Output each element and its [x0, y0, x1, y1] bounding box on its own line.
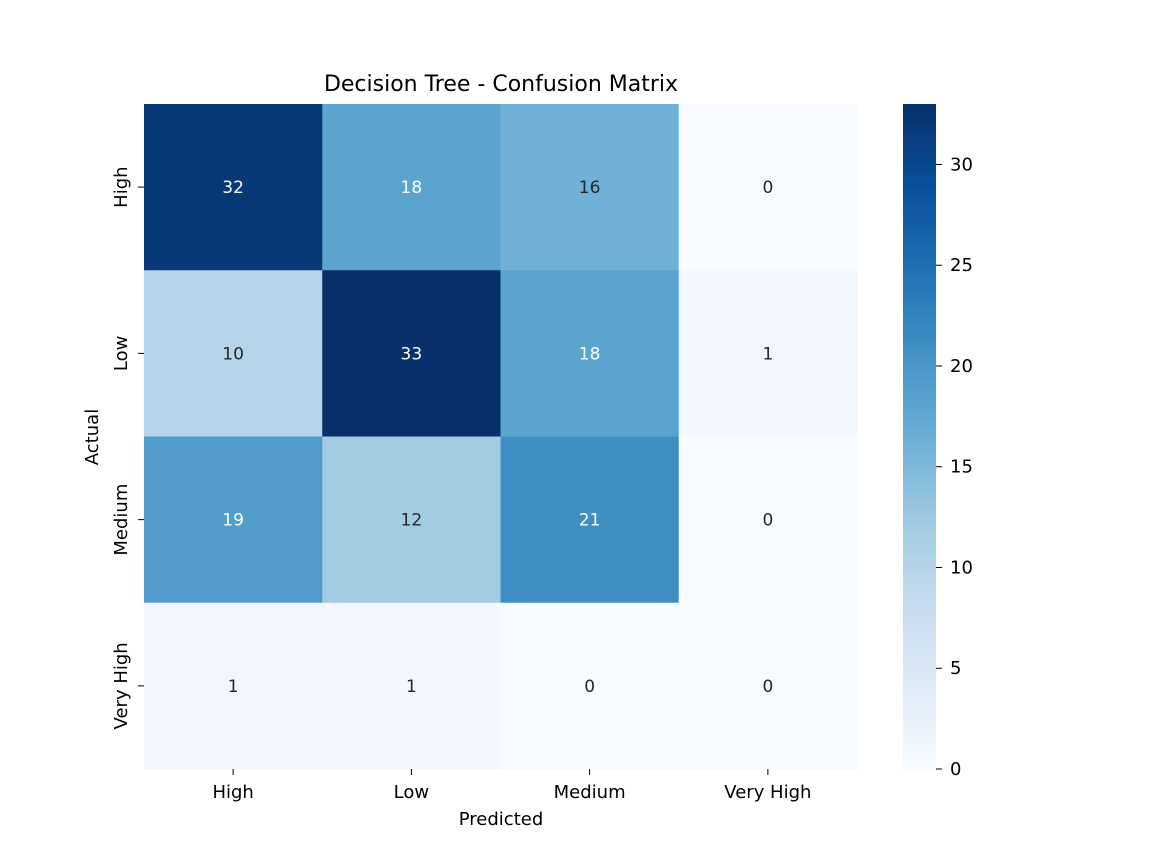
- colorbar-tick-label: 30: [950, 154, 973, 175]
- x-tick-label: Medium: [554, 782, 626, 803]
- chart-title: Decision Tree - Confusion Matrix: [324, 72, 678, 97]
- colorbar-tick-label: 0: [950, 759, 961, 780]
- heatmap-cell: [678, 104, 858, 271]
- heatmap-cell: [678, 602, 858, 770]
- y-tick-label: Low: [111, 336, 132, 371]
- y-tick-label: High: [111, 166, 132, 207]
- colorbar-tick-label: 20: [950, 356, 973, 377]
- cell-value-label: 10: [222, 344, 244, 364]
- cell-value-label: 0: [584, 677, 595, 697]
- cell-value-label: 33: [401, 344, 423, 364]
- heatmap-cell: [678, 436, 858, 604]
- y-tick-label: Very High: [111, 642, 132, 729]
- colorbar-tick-label: 25: [950, 255, 973, 276]
- cell-value-label: 0: [762, 178, 773, 198]
- heatmap-cell: [144, 602, 323, 770]
- cell-value-label: 1: [406, 677, 417, 697]
- heatmap-cell: [322, 104, 501, 271]
- cell-value-label: 19: [222, 511, 244, 531]
- x-tick-label: Low: [394, 782, 429, 803]
- x-axis-label: Predicted: [459, 809, 544, 830]
- heatmap-cell: [678, 270, 858, 437]
- y-axis-label: Actual: [82, 409, 103, 465]
- cell-value-label: 16: [579, 178, 601, 198]
- heatmap-cell: [500, 602, 680, 770]
- heatmap-cell: [144, 270, 323, 437]
- y-tick-label: Medium: [111, 484, 132, 556]
- x-tick-label: High: [212, 782, 253, 803]
- cell-value-label: 1: [762, 344, 773, 364]
- cell-value-label: 12: [401, 511, 423, 531]
- colorbar-tick-label: 5: [950, 658, 961, 679]
- heatmap-cell: [144, 436, 323, 604]
- cell-value-label: 18: [579, 344, 601, 364]
- colorbar: 0 5 10 15 20 25 30: [903, 104, 973, 780]
- heatmap-cell: [322, 270, 501, 437]
- heatmap-cell: [322, 436, 501, 604]
- cell-value-label: 1: [228, 677, 239, 697]
- cell-value-label: 0: [762, 677, 773, 697]
- y-axis: High Low Medium Very High: [111, 166, 144, 729]
- colorbar-gradient: [903, 104, 936, 769]
- x-tick-label: Very High: [724, 782, 811, 803]
- heatmap-cell: [322, 602, 501, 770]
- heatmap-cells: 32 18 16 010 33 18 119 12 21 01 1 0 0: [144, 104, 858, 770]
- x-axis: High Low Medium Very High: [212, 769, 811, 803]
- cell-value-label: 32: [222, 178, 244, 198]
- colorbar-tick-label: 15: [950, 457, 973, 478]
- heatmap-cell: [500, 270, 680, 437]
- cell-value-label: 21: [579, 511, 601, 531]
- cell-value-label: 0: [762, 511, 773, 531]
- colorbar-tick-label: 10: [950, 557, 973, 578]
- cell-value-label: 18: [401, 178, 423, 198]
- heatmap-cell: [500, 104, 680, 271]
- heatmap-cell: [144, 104, 323, 271]
- heatmap-cell: [500, 436, 680, 604]
